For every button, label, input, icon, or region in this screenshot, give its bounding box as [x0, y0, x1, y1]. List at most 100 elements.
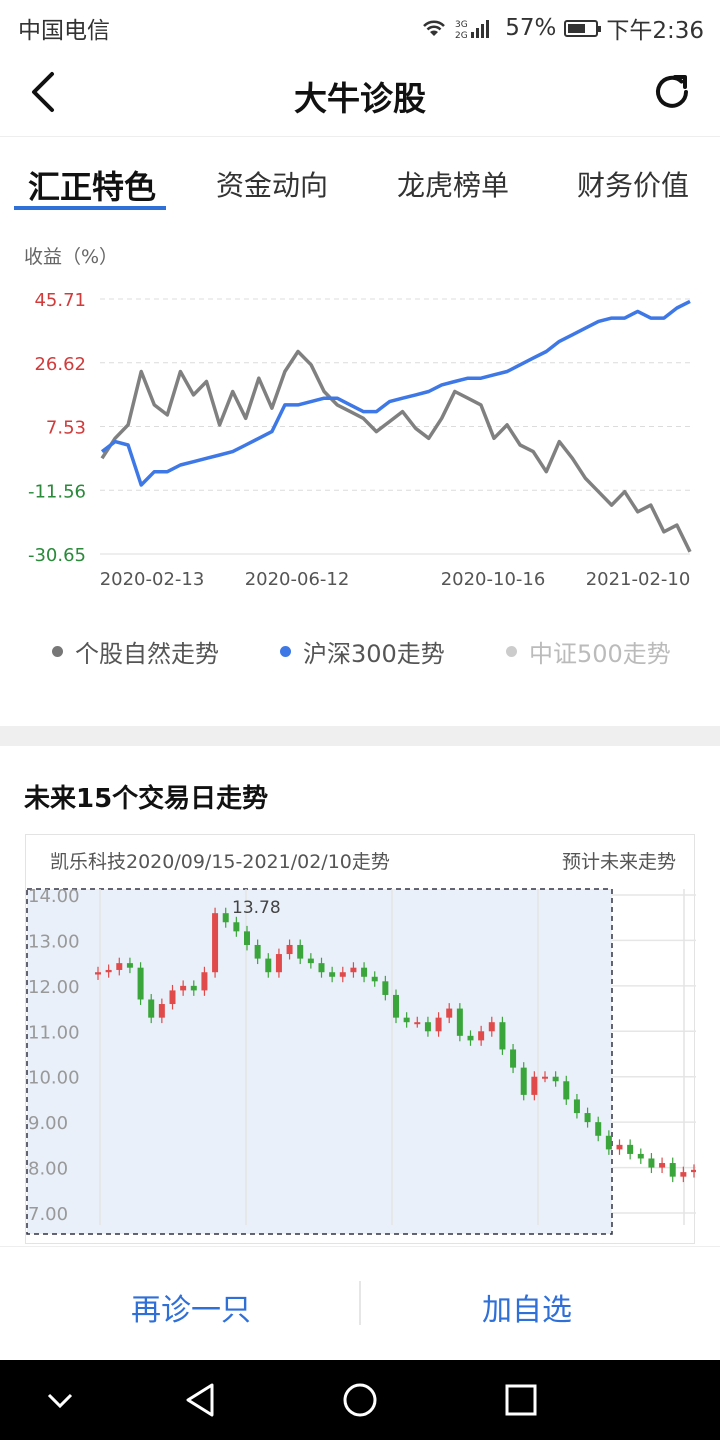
legend-dot-gray [52, 646, 63, 657]
forecast-label: 预计未来走势 [561, 851, 676, 873]
candle-body [244, 931, 250, 945]
candle-body [584, 1113, 591, 1123]
battery-percent: 57% [505, 15, 557, 41]
candle-body [627, 1144, 634, 1154]
x-tick-label: 2020-02-13 [100, 569, 205, 590]
y-tick-label: 13.00 [28, 931, 80, 952]
y-tick-label: 7.00 [28, 1204, 68, 1225]
candle-body [116, 963, 123, 970]
tab-financial-value[interactable]: 财务价值 [577, 169, 690, 202]
tab-bar: 汇正特色 资金动向 龙虎榜单 财务价值 [0, 150, 720, 214]
legend-label-zz500: 中证500走势 [529, 640, 671, 668]
candle-body [488, 1022, 495, 1032]
system-navigation-bar [0, 1360, 720, 1440]
active-tab-indicator [14, 206, 166, 210]
legend-label-stock: 个股自然走势 [75, 640, 219, 668]
candle-body [233, 922, 240, 932]
candle-body [531, 1076, 538, 1095]
candle-body [180, 985, 187, 991]
candle-body [222, 913, 229, 923]
candle-body [648, 1158, 655, 1168]
y-tick-label: 12.00 [28, 977, 80, 998]
history-range-highlight [26, 888, 613, 1235]
candle-body [510, 1049, 517, 1068]
candle-body [201, 972, 208, 991]
return-line-chart: 收益（%） 45.71 26.62 7.53 -11.56 -30.65 2020-02… [24, 246, 692, 590]
tab-huizheng-features[interactable]: 汇正特色 [28, 168, 157, 206]
y-tick-label: -30.65 [28, 545, 86, 566]
refresh-icon[interactable] [648, 68, 696, 116]
candle-body [286, 944, 293, 955]
back-triangle-icon[interactable] [184, 1382, 216, 1418]
legend-dot-blue [280, 646, 291, 657]
candle-body [137, 967, 144, 1000]
series-line [100, 349, 692, 553]
candle-body [605, 1135, 612, 1150]
back-arrow-icon[interactable] [24, 70, 68, 114]
prediction-panel: 凯乐科技2020/09/15-2021/02/10走势 预计未来走势 14.00… [25, 834, 696, 1244]
candle-body [573, 1099, 580, 1114]
y-tick-label: -11.56 [28, 481, 86, 502]
candle-body [361, 967, 368, 977]
candlestick-chart: 14.00 13.00 12.00 11.00 10.00 9.00 8.00 7.00 13… [26, 886, 696, 1235]
tab-dragon-tiger-list[interactable]: 龙虎榜单 [397, 169, 510, 202]
legend-dot-lightgray [506, 646, 517, 657]
candle-body [307, 958, 314, 964]
legend-item-hs300[interactable]: 沪深300走势 [280, 634, 445, 669]
legend-item-stock[interactable]: 个股自然走势 [52, 634, 219, 669]
candle-body [552, 1076, 559, 1082]
candle-body [659, 1163, 666, 1168]
candle-body [435, 1017, 442, 1032]
bottom-action-bar: 再诊一只 加自选 [0, 1246, 720, 1361]
x-tick-label: 2020-06-12 [245, 569, 350, 590]
status-bar: 中国电信 3G 2G 57% 下午2:36 [0, 0, 720, 50]
candle-body [339, 972, 346, 977]
svg-text:3G: 3G [455, 20, 468, 30]
candle-body [329, 972, 336, 977]
add-watchlist-button[interactable]: 加自选 [482, 1293, 572, 1328]
home-circle-icon[interactable] [342, 1382, 378, 1418]
max-price-label: 13.78 [232, 898, 281, 918]
candle-body [190, 985, 197, 991]
status-icons: 3G 2G 57% 下午2:36 [421, 11, 704, 45]
candle-body [371, 976, 378, 982]
candle-body [456, 1008, 463, 1036]
rediagnose-button[interactable]: 再诊一只 [131, 1293, 251, 1328]
candle-body [105, 969, 112, 973]
candle-body [680, 1172, 687, 1177]
candle-body [95, 972, 101, 975]
candle-body [254, 944, 261, 959]
collapse-chevron-icon[interactable] [46, 1388, 74, 1412]
candle-body [158, 1004, 165, 1018]
candle-body [126, 963, 133, 968]
candle-body [403, 1017, 410, 1023]
candle-body [595, 1122, 602, 1136]
section-title-15day-trend: 未来15个交易日走势 [24, 784, 269, 814]
y-tick-label: 8.00 [28, 1159, 68, 1180]
legend-label-hs300: 沪深300走势 [303, 640, 445, 668]
candle-body [637, 1153, 644, 1159]
candle-body [424, 1022, 431, 1032]
candle-body [520, 1067, 527, 1095]
candle-body [318, 963, 325, 973]
y-tick-label: 14.00 [28, 886, 80, 907]
stock-period-label: 凯乐科技2020/09/15-2021/02/10走势 [50, 851, 390, 873]
tab-fund-flow[interactable]: 资金动向 [216, 169, 329, 202]
y-tick-label: 45.71 [34, 290, 86, 311]
x-tick-label: 2021-02-10 [586, 569, 691, 590]
candle-body [148, 999, 155, 1018]
svg-text:2G: 2G [455, 31, 468, 39]
carrier-label: 中国电信 [18, 18, 110, 44]
legend-item-zz500[interactable]: 中证500走势 [506, 634, 671, 669]
y-tick-label: 11.00 [28, 1022, 80, 1043]
recents-square-icon[interactable] [505, 1384, 537, 1416]
y-tick-label: 7.53 [46, 418, 86, 439]
y-tick-label: 26.62 [34, 354, 86, 375]
candle-body [212, 913, 219, 973]
clock-time: 下午2:36 [606, 18, 704, 44]
candle-body [669, 1163, 676, 1177]
candle-body [691, 1169, 696, 1173]
series-line [100, 299, 691, 487]
candle-body [169, 990, 176, 1005]
